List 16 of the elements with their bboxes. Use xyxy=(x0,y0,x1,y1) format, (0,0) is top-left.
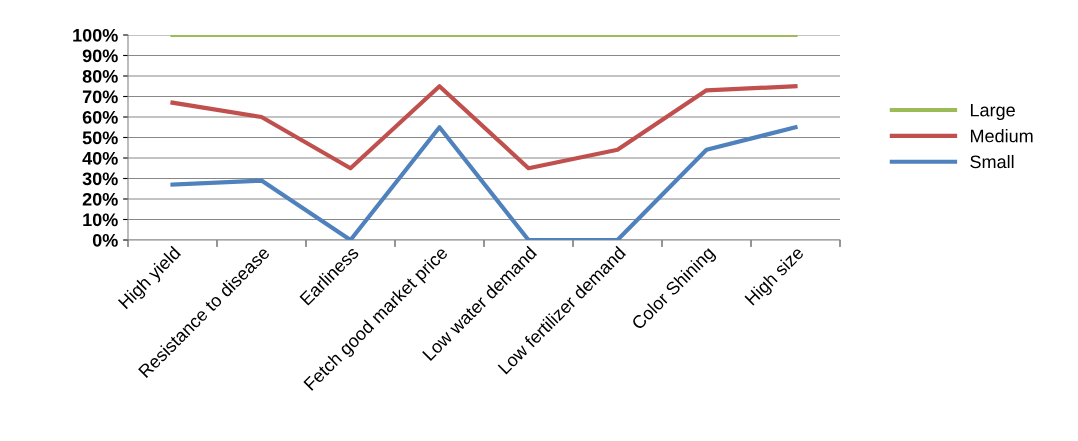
line-series xyxy=(170,125,798,240)
legend-label: Small xyxy=(970,154,1014,169)
legend-label: Medium xyxy=(970,129,1033,143)
y-tick-label: 40% xyxy=(82,151,118,165)
y-tick-label: 90% xyxy=(82,49,118,63)
line-series xyxy=(170,84,798,171)
y-tick-label: 30% xyxy=(82,172,118,186)
y-tick-label: 20% xyxy=(82,192,118,206)
y-tick-label: 60% xyxy=(82,110,118,124)
legend-label: Large xyxy=(970,103,1015,121)
y-tick-label: 70% xyxy=(82,90,118,104)
y-tick-label: 10% xyxy=(83,213,118,227)
y-tick-label: 50% xyxy=(82,131,118,145)
y-tick-label: 100% xyxy=(73,28,118,42)
y-tick-label: 80% xyxy=(82,69,118,83)
y-tick-label: 0% xyxy=(92,233,118,247)
